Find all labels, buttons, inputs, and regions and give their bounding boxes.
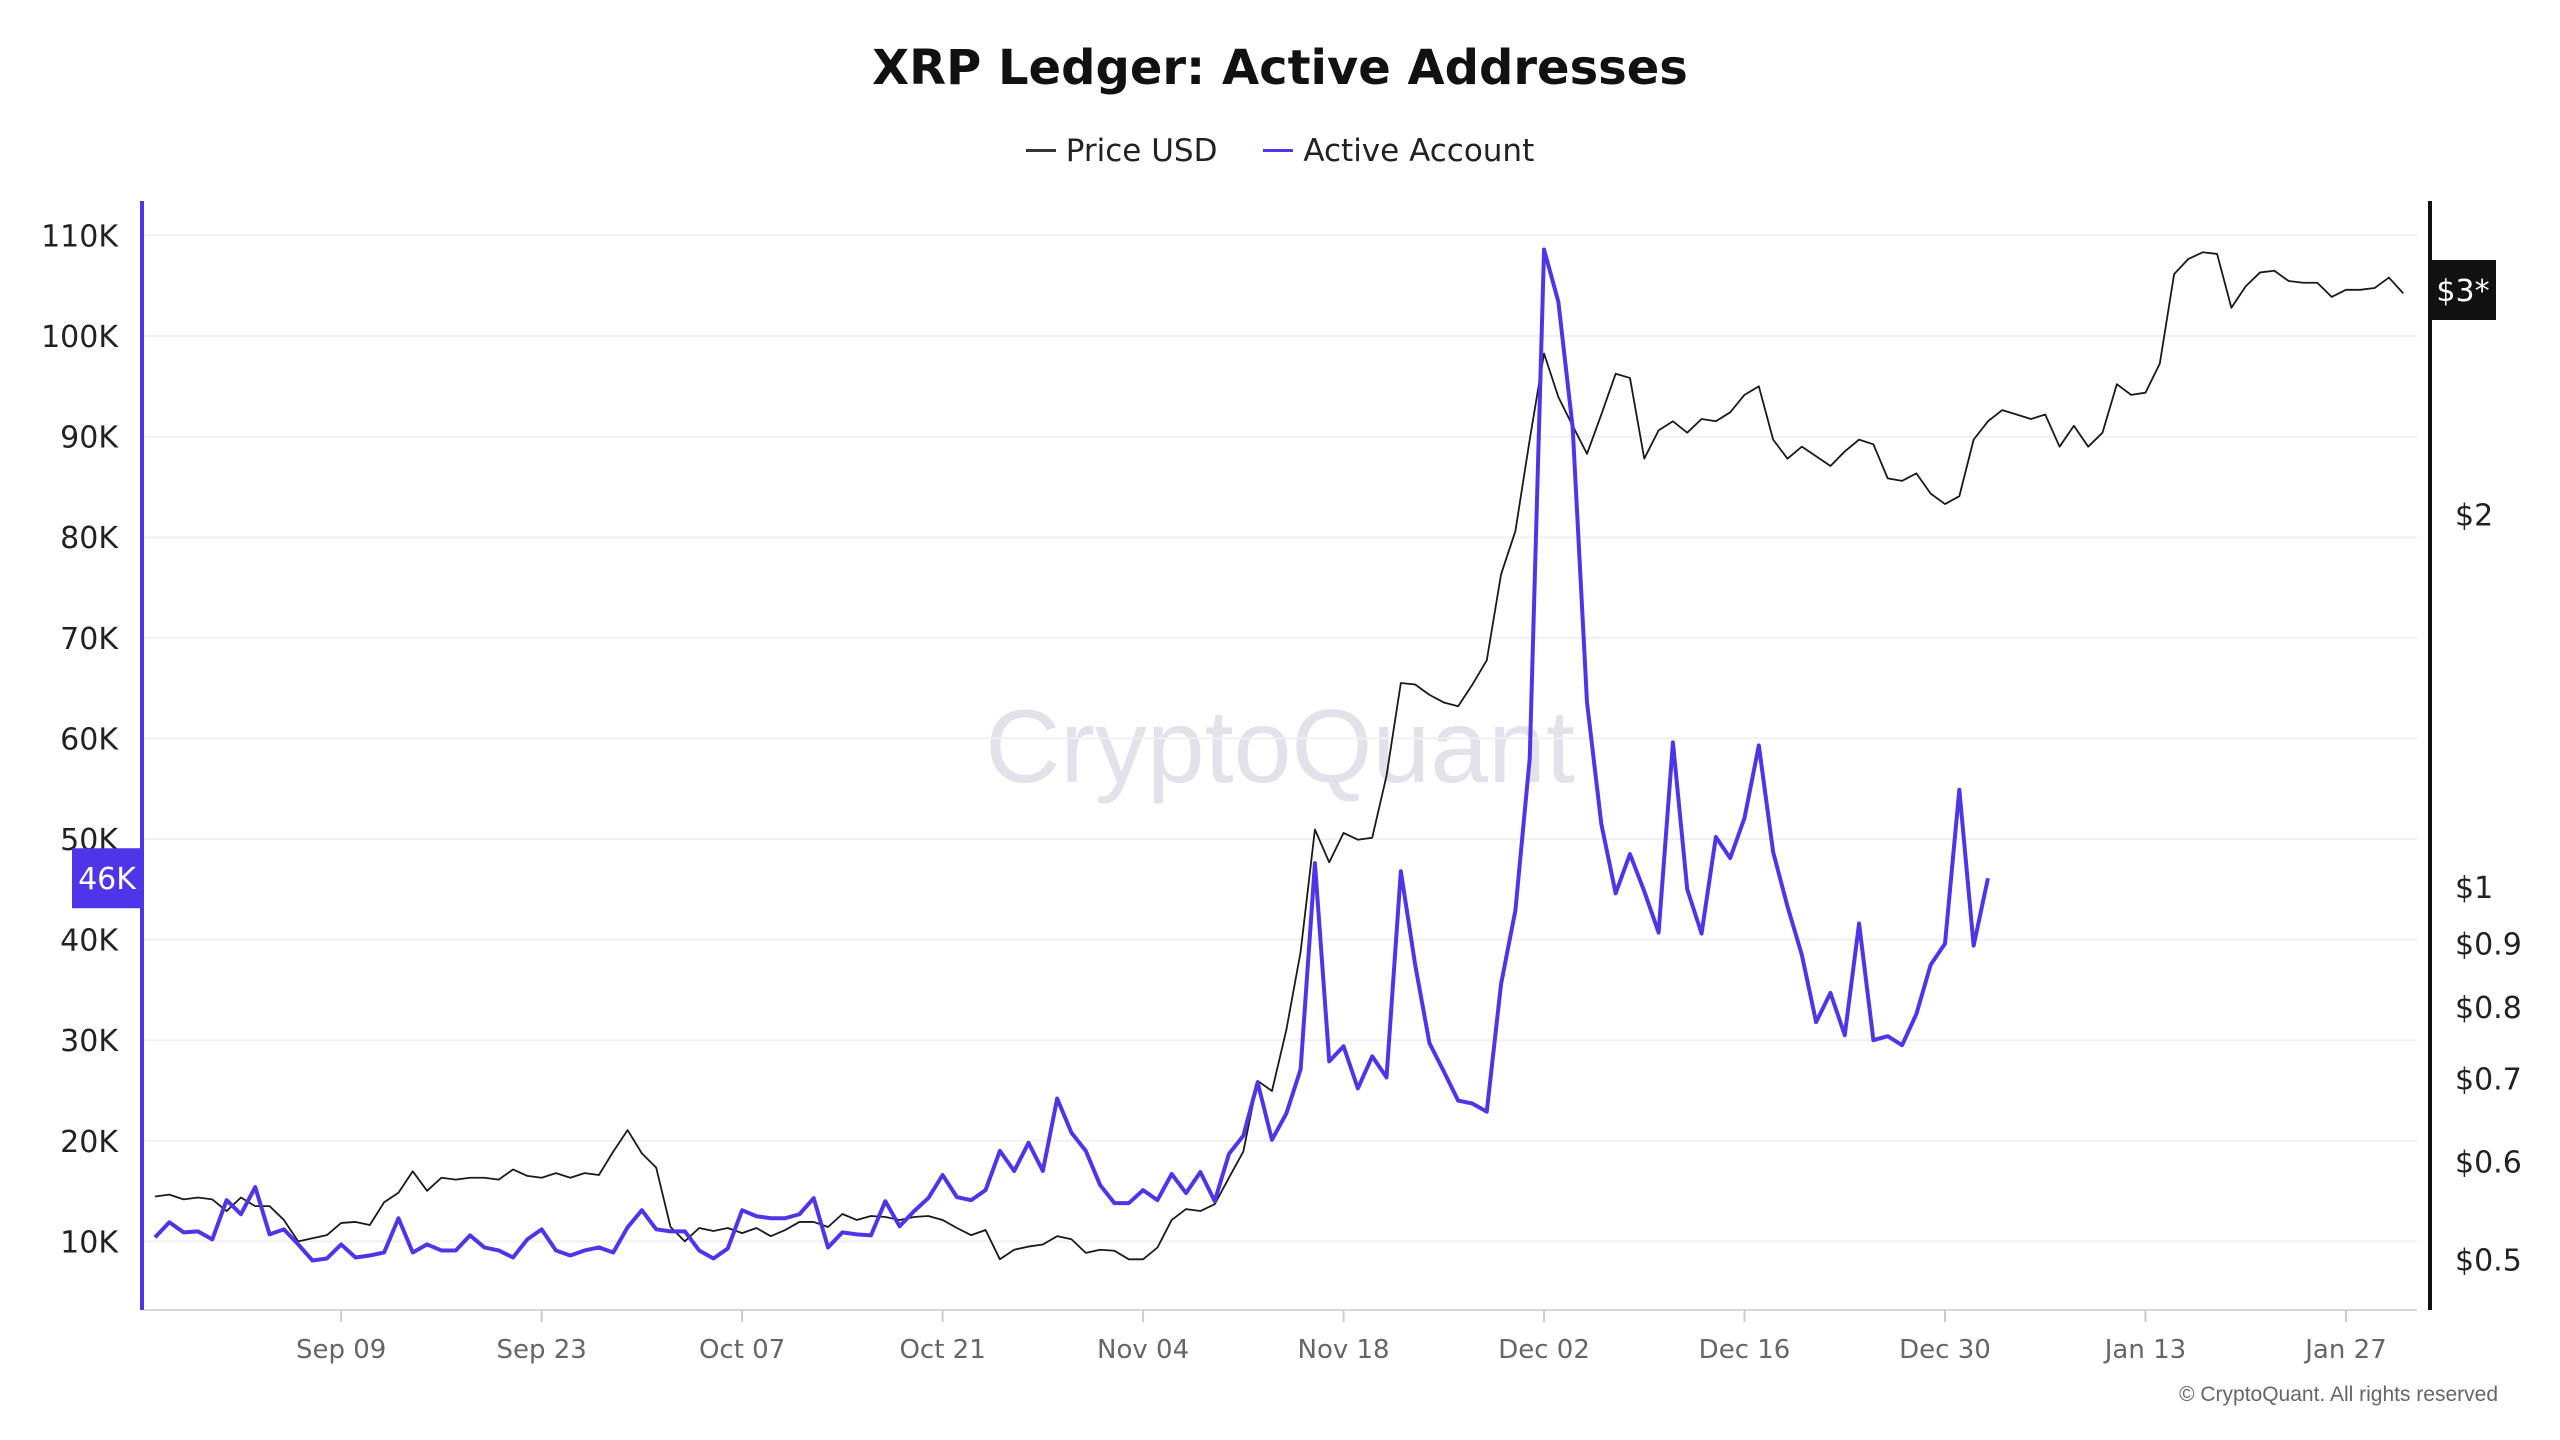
- legend-swatch-active: [1263, 149, 1294, 152]
- active-value-badge: [72, 848, 142, 909]
- left-tick-label: 90K: [60, 421, 119, 456]
- left-tick-label: 110K: [41, 219, 119, 254]
- x-tick-label: Sep 23: [496, 1335, 586, 1365]
- x-tick-label: Nov 04: [1097, 1335, 1189, 1365]
- x-tick-label: Jan 27: [2303, 1335, 2386, 1365]
- right-tick-label: $2: [2455, 499, 2493, 534]
- x-tick-label: Jan 13: [2103, 1335, 2186, 1365]
- left-tick-label: 10K: [60, 1225, 119, 1260]
- left-tick-label: 80K: [60, 521, 119, 556]
- x-tick-label: Oct 07: [699, 1335, 785, 1365]
- x-tick-label: Oct 21: [899, 1335, 985, 1365]
- active-value-badge-label: 46K: [78, 862, 137, 897]
- chart-title: XRP Ledger: Active Addresses: [872, 40, 1688, 96]
- x-tick-label: Nov 18: [1298, 1335, 1390, 1365]
- left-tick-label: 60K: [60, 722, 119, 757]
- price-value-badge: [2430, 260, 2496, 320]
- watermark: CryptoQuant: [985, 689, 1575, 805]
- x-tick-label: Dec 30: [1899, 1335, 1991, 1365]
- right-tick-label: $0.8: [2455, 991, 2522, 1026]
- legend-item-price[interactable]: Price USD: [1025, 132, 1218, 169]
- price-usd-line: [154, 251, 2404, 1261]
- active-account-line: [153, 247, 1990, 1263]
- copyright: © CryptoQuant. All rights reserved: [2179, 1383, 2498, 1406]
- left-tick-label: 20K: [60, 1125, 119, 1160]
- left-tick-label: 70K: [60, 622, 119, 657]
- right-tick-label: $0.9: [2455, 928, 2522, 963]
- right-tick-label: $0.6: [2455, 1145, 2522, 1180]
- x-tick-label: Sep 09: [296, 1335, 386, 1365]
- legend: Price USD Active Account: [0, 124, 2560, 169]
- left-tick-label: 30K: [60, 1024, 119, 1059]
- x-tick-label: Dec 02: [1498, 1335, 1590, 1365]
- left-tick-label: 100K: [41, 320, 119, 355]
- right-tick-label: $1: [2455, 871, 2493, 906]
- right-tick-label: $0.5: [2455, 1243, 2522, 1278]
- legend-label-active: Active Account: [1303, 132, 1535, 169]
- left-tick-label: 40K: [60, 924, 119, 959]
- price-value-badge-label: $3*: [2436, 274, 2489, 309]
- x-tick-label: Dec 16: [1699, 1335, 1791, 1365]
- legend-item-active[interactable]: Active Account: [1263, 133, 1534, 169]
- legend-label-price: Price USD: [1065, 132, 1218, 169]
- legend-swatch-price: [1025, 149, 1056, 152]
- right-tick-label: $0.7: [2455, 1063, 2522, 1098]
